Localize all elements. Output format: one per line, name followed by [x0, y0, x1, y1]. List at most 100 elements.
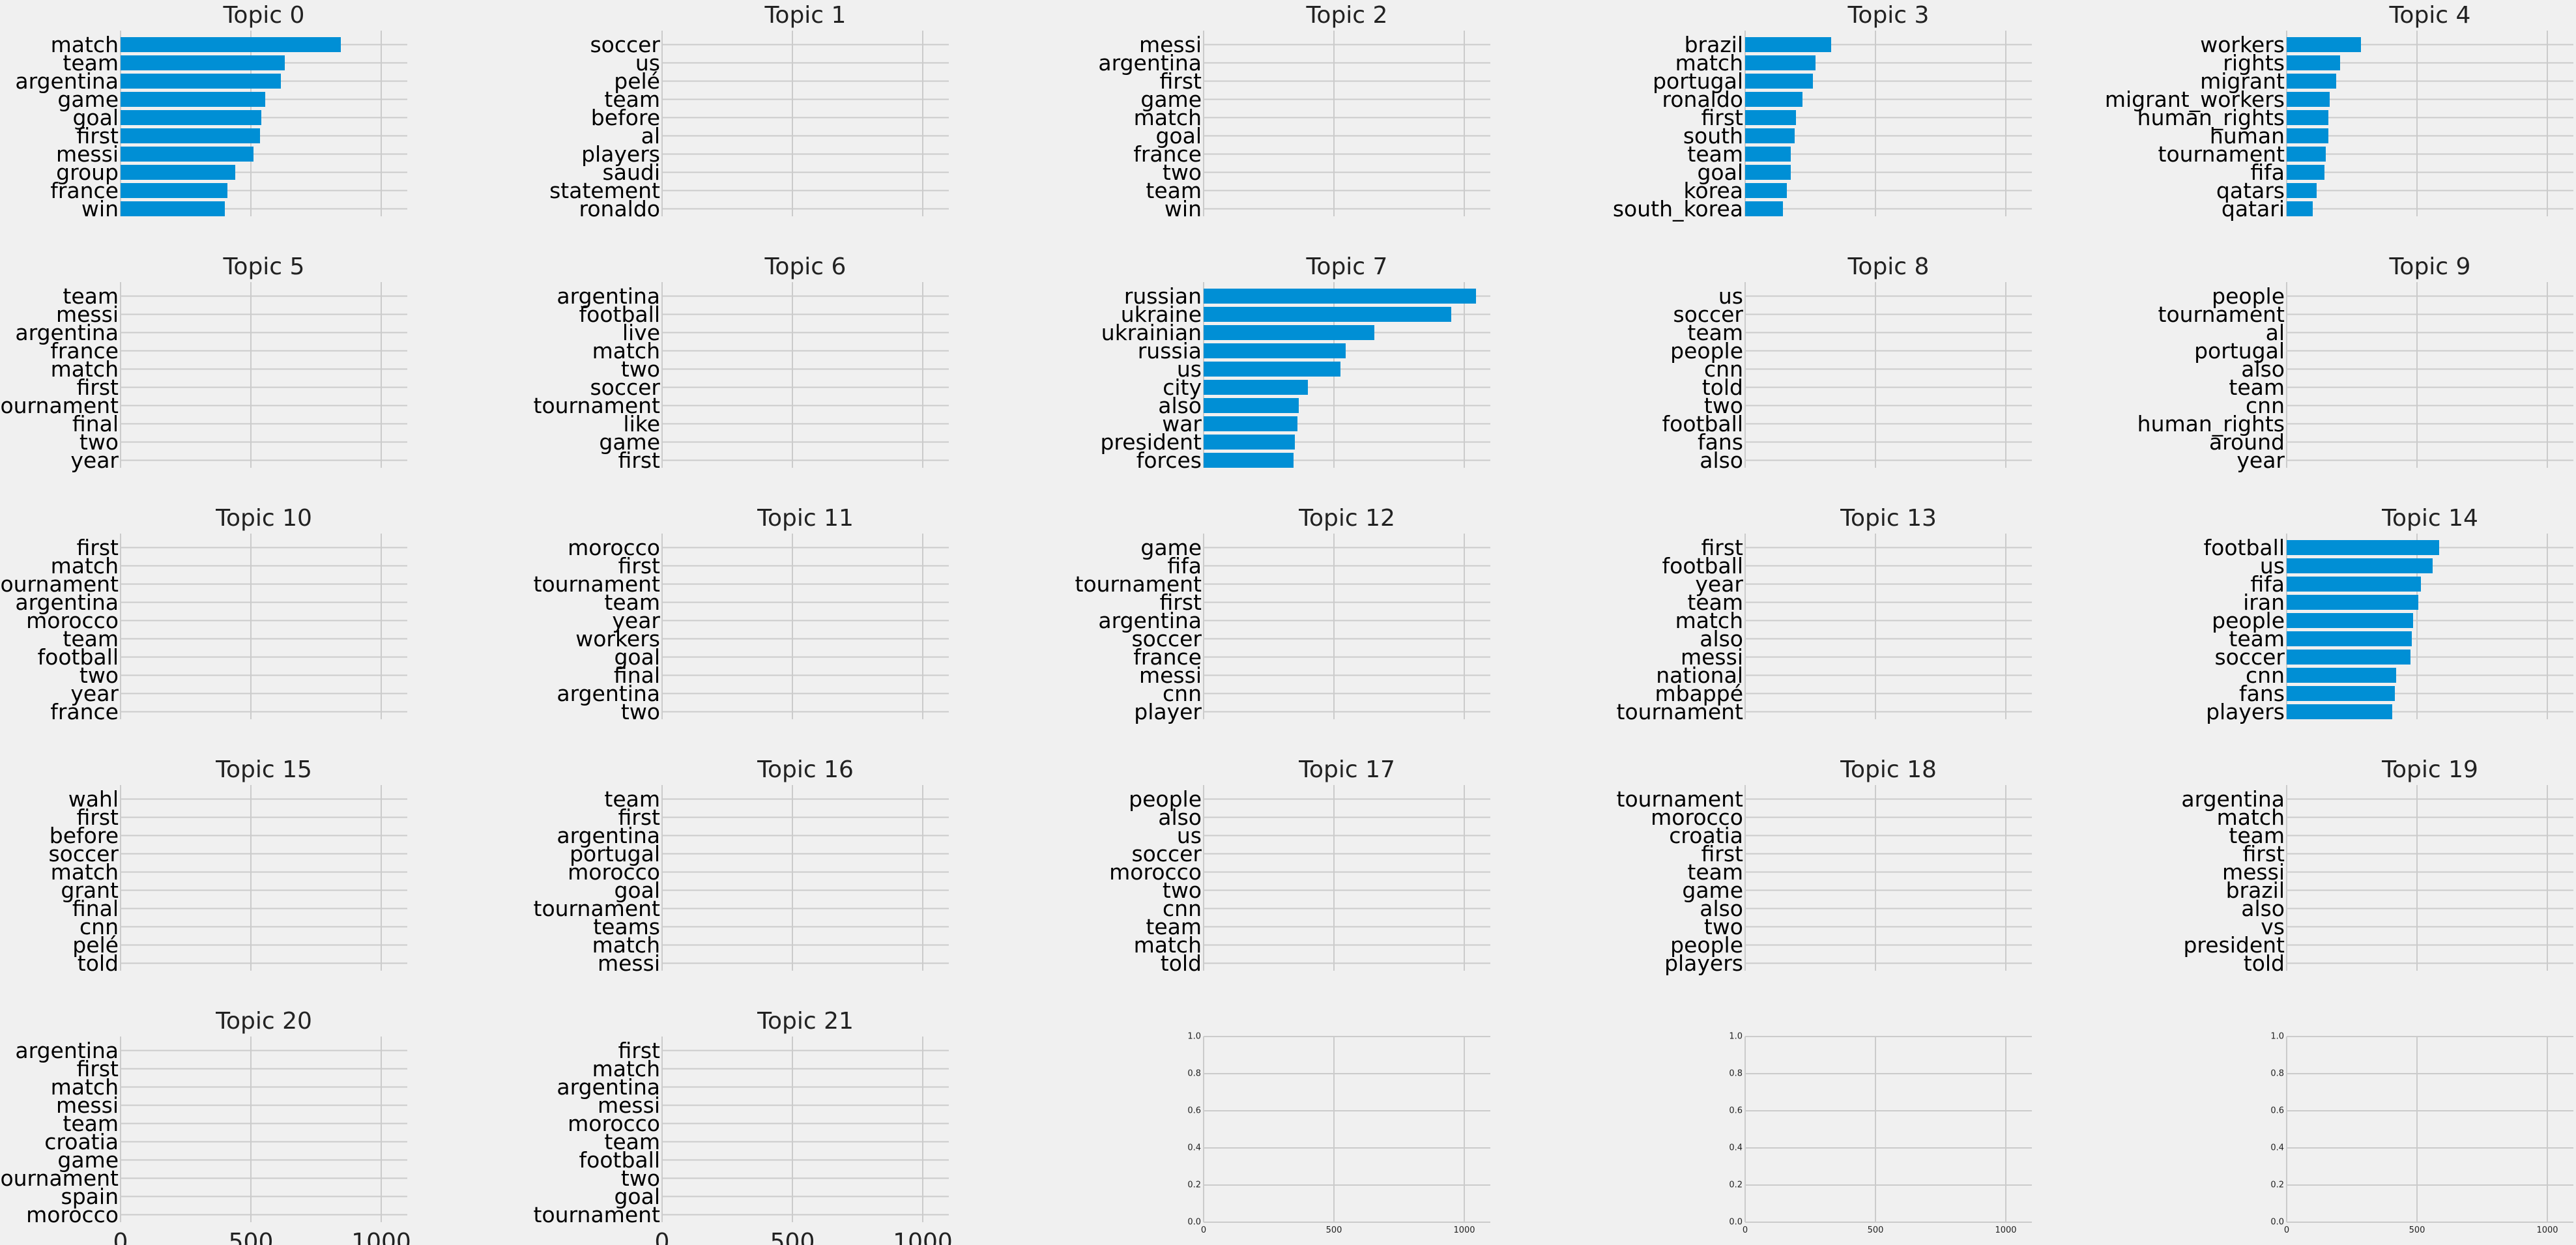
category-label: players: [2206, 699, 2285, 724]
category-label: people: [1670, 932, 1743, 958]
category-label: live: [622, 320, 660, 345]
y-tick-label: 0.4: [1729, 1143, 1743, 1153]
category-label: two: [1704, 393, 1743, 418]
topic-panel: Topic 21firstmatchargentinamessimoroccot…: [534, 1008, 953, 1245]
category-label: soccer: [2214, 644, 2285, 670]
category-label: south_korea: [1613, 196, 1743, 222]
category-label: cnn: [1163, 681, 1202, 706]
category-label: team: [1687, 859, 1743, 885]
panel-title: Topic 12: [1298, 505, 1395, 532]
category-label: first: [77, 1056, 119, 1081]
category-label: argentina: [2181, 786, 2285, 812]
category-label: brazil: [2226, 878, 2285, 903]
category-label: croatia: [44, 1129, 119, 1154]
category-label: goal: [614, 878, 660, 903]
category-label: before: [591, 105, 660, 130]
topic-panel: Topic 15 wahlfirstbeforesoccermatchgrantf…: [48, 756, 407, 976]
category-label: president: [1100, 429, 1202, 455]
category-label: also: [1700, 896, 1743, 921]
topic-panel: Topic 17peoplealsoussoccermoroccotwocnnt…: [1109, 756, 1490, 976]
category-label: cnn: [2246, 393, 2285, 418]
category-label: final: [72, 411, 119, 436]
panel-title: Topic 18: [1840, 756, 1937, 783]
bar: [2287, 128, 2328, 143]
category-label: france: [50, 338, 119, 364]
category-label: morocco: [568, 859, 660, 885]
category-label: city: [1163, 375, 1202, 400]
category-label: human: [2210, 123, 2285, 149]
bar: [1204, 435, 1295, 450]
category-label: portugal: [570, 841, 660, 866]
panel-title: Topic 0: [223, 2, 305, 29]
y-tick-label: 0.2: [2270, 1181, 2284, 1190]
category-label: team: [604, 1129, 660, 1154]
category-label: tournament: [1075, 571, 1202, 597]
x-tick-label: 0: [2284, 1225, 2289, 1235]
bar: [2287, 631, 2412, 646]
category-label: goal: [614, 644, 660, 670]
bar: [121, 110, 261, 125]
category-label: ukraine: [1121, 302, 1202, 327]
category-label: argentina: [557, 823, 660, 848]
category-label: team: [63, 1111, 119, 1136]
y-tick-label: 0.4: [1187, 1143, 1201, 1153]
y-tick-label: 1.0: [1187, 1032, 1201, 1042]
category-label: team: [604, 590, 660, 615]
category-label: pelé: [614, 68, 660, 94]
empty-axes: 0.0 0.2 0.4 0.6 0.8 1.0 0 500 1000: [1729, 1032, 2032, 1235]
category-label: also: [2241, 896, 2285, 921]
category-label: cnn: [2246, 663, 2285, 688]
y-tick-label: 0.0: [1187, 1218, 1201, 1227]
category-label: tournament: [1617, 699, 1744, 724]
category-label: first: [1160, 68, 1202, 94]
panel-title: Topic 13: [1840, 505, 1937, 532]
category-label: south: [1683, 123, 1743, 149]
category-label: migrant: [2200, 68, 2285, 94]
category-label: first: [1701, 841, 1744, 866]
category-label: first: [618, 553, 661, 579]
category-label: argentina: [557, 283, 660, 309]
category-label: football: [2204, 535, 2285, 560]
category-label: france: [1133, 644, 1202, 670]
x-tick-label: 500: [1326, 1225, 1342, 1235]
category-label: us: [635, 50, 660, 76]
category-label: morocco: [568, 535, 660, 560]
category-label: match: [1675, 608, 1743, 633]
panel-title: Topic 6: [764, 253, 847, 280]
panel-title: Topic 16: [757, 756, 854, 783]
category-label: year: [612, 608, 660, 633]
category-label: russia: [1138, 338, 1202, 364]
category-label: first: [77, 535, 119, 560]
y-tick-label: 0.6: [1729, 1106, 1743, 1116]
category-label: told: [1702, 375, 1743, 400]
panel-title: Topic 5: [223, 253, 305, 280]
empty-axes: 0.0 0.2 0.4 0.6 0.8 1.0 0 500 1000: [2270, 1032, 2573, 1235]
y-tick-label: 0.2: [1729, 1181, 1743, 1190]
topic-panel: Topic 9 peopletournamentalportugalalsotea…: [2137, 253, 2573, 473]
category-label: also: [1158, 393, 1202, 418]
category-label: iran: [2243, 590, 2285, 615]
category-label: war: [1162, 411, 1202, 436]
category-label: like: [623, 411, 660, 436]
category-label: two: [80, 429, 119, 455]
bar: [2287, 577, 2421, 592]
category-label: first: [618, 448, 661, 473]
category-label: tournament: [0, 571, 119, 597]
category-label: fifa: [2250, 571, 2285, 597]
category-label: ronaldo: [1662, 87, 1743, 112]
bar: [2287, 183, 2317, 198]
category-label: soccer: [1131, 841, 1202, 866]
bar: [1745, 55, 1816, 70]
panel-title: Topic 7: [1306, 253, 1388, 280]
topic-panel: Topic 3brazilmatchportugalronaldofirstso…: [1613, 2, 2032, 222]
category-label: team: [604, 786, 660, 812]
bar: [121, 92, 265, 107]
category-label: portugal: [1653, 68, 1743, 94]
bar: [2287, 704, 2392, 719]
category-label: game: [57, 1147, 119, 1173]
category-label: told: [2244, 951, 2285, 976]
category-label: team: [1146, 914, 1202, 939]
bar: [1745, 183, 1787, 198]
topic-panel: Topic 2 messiargentinafirstgamematchgoalf…: [1098, 2, 1490, 222]
x-tick-label: 1000: [1453, 1225, 1475, 1235]
